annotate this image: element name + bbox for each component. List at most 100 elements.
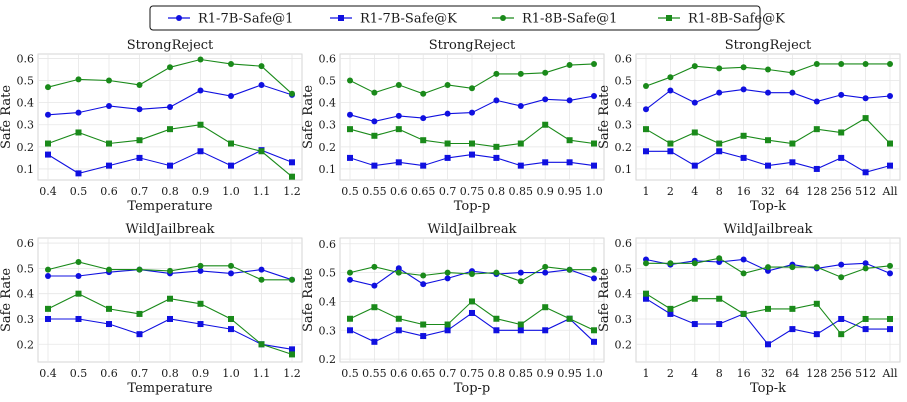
data-point: [371, 162, 378, 169]
x-tick-label: 1.0: [222, 367, 240, 380]
data-point: [347, 269, 353, 276]
data-point: [566, 137, 573, 144]
data-point: [716, 65, 723, 72]
data-point: [167, 162, 173, 169]
data-point: [444, 110, 451, 117]
data-point: [347, 77, 353, 84]
data-point: [347, 154, 353, 161]
series-r1-8b-safe-k: [347, 298, 597, 334]
x-tick-label: 64: [785, 367, 799, 380]
data-point: [469, 309, 475, 316]
data-point: [197, 121, 204, 128]
y-tick-label: 0.5: [17, 262, 35, 275]
data-point: [591, 338, 597, 345]
x-tick-label: 1.0: [585, 185, 603, 198]
data-point: [813, 126, 820, 133]
data-point: [667, 87, 674, 94]
data-point: [838, 274, 845, 281]
data-point: [862, 265, 869, 272]
x-tick-label: 8: [716, 367, 723, 380]
data-point: [167, 267, 173, 274]
x-tick-label: 0.6: [100, 185, 118, 198]
x-tick-label: 0.5: [341, 185, 359, 198]
x-tick-label: 0.95: [557, 185, 582, 198]
data-point: [838, 154, 845, 161]
data-point: [667, 305, 674, 312]
data-point: [517, 321, 524, 328]
data-point: [789, 89, 796, 96]
data-point: [45, 305, 51, 312]
data-point: [789, 326, 796, 333]
data-point: [716, 295, 723, 302]
legend-entry-r1-7b-safe-k: R1-7B-Safe@K: [330, 12, 457, 27]
data-point: [838, 129, 845, 136]
data-point: [395, 265, 402, 272]
panel-2: 0.10.20.30.40.50.60.5 0.55 0.6 0.65 0.7 0.75 0…: [301, 38, 605, 214]
x-tick-label: 128: [806, 185, 827, 198]
data-point: [167, 295, 173, 302]
series-r1-8b-safe-1: [643, 60, 893, 90]
x-tick-label: 512: [855, 367, 876, 380]
data-point: [106, 305, 112, 312]
data-point: [420, 137, 427, 144]
y-tick-label: 0.2: [615, 141, 633, 154]
y-tick-label: 0.6: [615, 52, 633, 65]
y-tick-label: 0.3: [615, 313, 633, 326]
y-axis-label: Safe Rate: [301, 268, 316, 332]
data-point: [691, 129, 698, 136]
data-point: [813, 300, 820, 307]
data-point: [643, 83, 649, 90]
data-point: [740, 310, 747, 317]
data-point: [420, 333, 427, 340]
data-point: [493, 70, 500, 77]
data-point: [469, 151, 475, 158]
y-tick-label: 0.6: [319, 238, 337, 251]
data-point: [469, 109, 475, 116]
legend-entry-r1-8b-safe-1: R1-8B-Safe@1: [492, 12, 617, 27]
y-tick-label: 0.1: [615, 163, 633, 176]
data-point: [420, 90, 427, 97]
y-tick-label: 0.4: [319, 97, 337, 110]
data-point: [517, 269, 524, 276]
legend-label: R1-8B-Safe@1: [522, 12, 617, 27]
x-tick-label: 0.55: [362, 367, 387, 380]
data-point: [167, 104, 173, 111]
x-tick-label: 8: [716, 185, 723, 198]
panel-6: 0.2 0.3 0.4 0.5 0.6 1 2 4 8 16 32 64 128 256 512 All Wil…: [597, 222, 901, 396]
data-point: [75, 129, 82, 136]
data-point: [765, 162, 771, 169]
data-point: [838, 91, 845, 98]
data-point: [258, 266, 265, 273]
y-tick-label: 0.5: [615, 75, 633, 88]
data-point: [813, 165, 820, 172]
data-point: [542, 269, 549, 276]
series-r1-7b-safe-1: [45, 81, 295, 118]
data-point: [493, 315, 500, 322]
data-point: [228, 315, 234, 322]
y-tick-label: 0.6: [319, 52, 337, 65]
legend-entry-r1-8b-safe-k: R1-8B-Safe@K: [658, 12, 785, 27]
data-point: [395, 126, 402, 133]
data-point: [667, 74, 674, 81]
y-tick-label: 0.2: [615, 338, 633, 351]
panel-title: WildJailbreak: [428, 222, 517, 237]
data-point: [444, 154, 451, 161]
data-point: [542, 96, 549, 103]
data-point: [566, 266, 573, 273]
data-point: [887, 60, 893, 67]
data-point: [691, 99, 698, 106]
x-tick-label: 1: [643, 367, 650, 380]
data-point: [838, 261, 845, 268]
x-tick-label: 16: [737, 367, 751, 380]
y-tick-label: 0.2: [319, 141, 337, 154]
x-tick-label: 32: [761, 185, 775, 198]
data-point: [371, 263, 378, 270]
data-point: [347, 327, 353, 334]
data-point: [228, 93, 234, 99]
data-point: [444, 327, 451, 334]
data-point: [289, 90, 295, 97]
data-point: [371, 89, 378, 96]
data-point: [691, 162, 698, 169]
data-point: [228, 326, 234, 333]
data-point: [667, 310, 674, 317]
